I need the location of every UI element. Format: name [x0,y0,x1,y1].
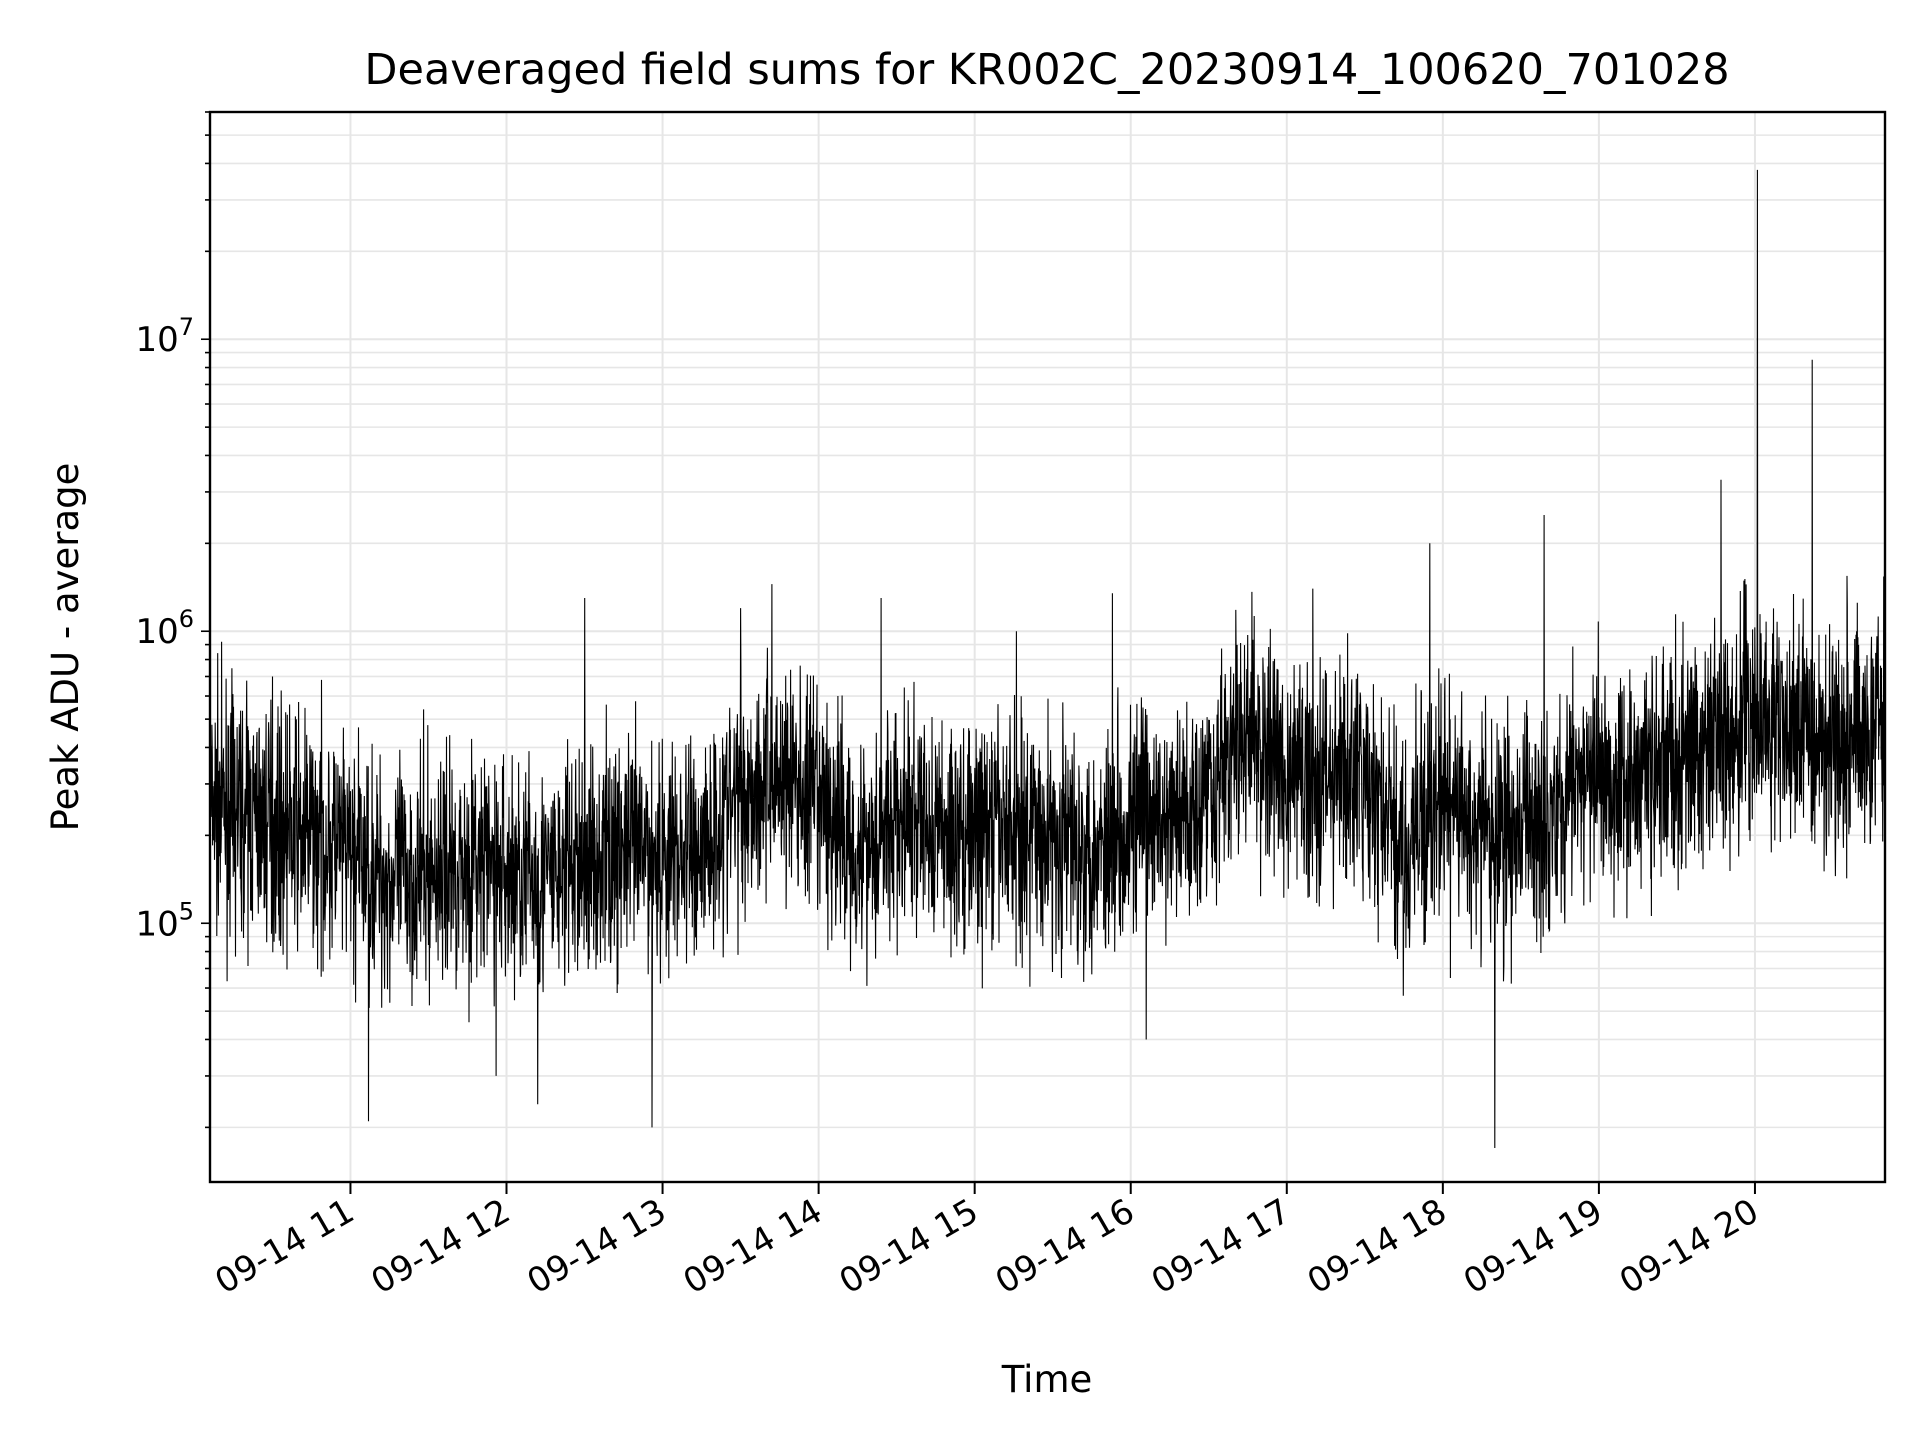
series-layer [209,169,1886,1149]
plot-frame [208,110,1887,1184]
y-tick-label: 106 [135,605,194,652]
y-axis-ticks: 105 106 107 [135,111,210,1129]
chart-title: Deaveraged field sums for KR002C_2023091… [364,45,1729,95]
series-line [209,169,1886,1149]
y-axis-label: Peak ADU - average [44,463,87,832]
y-tick-label: 107 [135,313,194,360]
x-axis-label: Time [1001,1358,1093,1401]
y-tick-label: 105 [135,897,194,944]
